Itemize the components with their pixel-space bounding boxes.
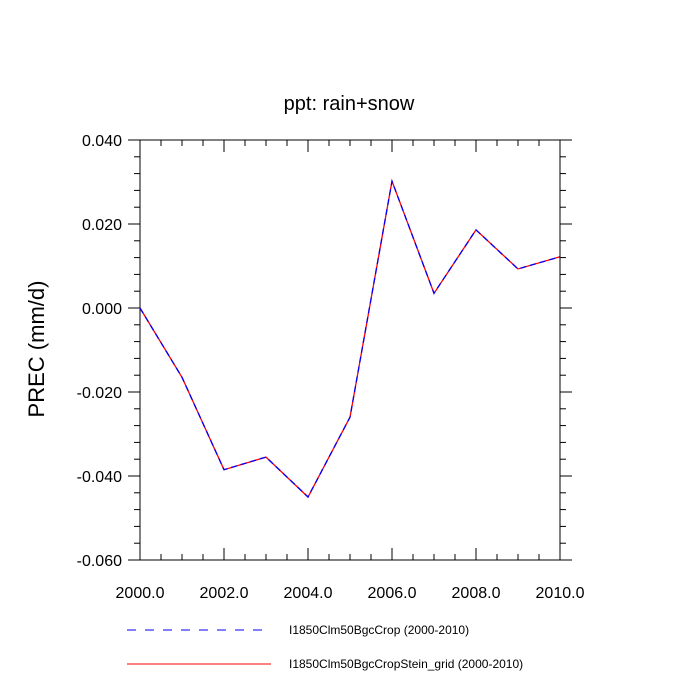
legend-label: I1850Clm50BgcCropStein_grid (2000-2010) [289,657,523,671]
y-tick-label: 0.000 [82,301,122,318]
axis-ticks: 2000.0 2002.0 2004.0 2006.0 2008.0 2010.0 0.04… [77,133,585,602]
y-tick-label: -0.040 [77,469,122,486]
x-tick-label: 2002.0 [200,585,249,602]
legend: I1850Clm50BgcCrop (2000-2010) I1850Clm50B… [127,623,523,671]
x-tick-label: 2010.0 [536,585,585,602]
plot-frame [139,139,561,561]
legend-label: I1850Clm50BgcCrop (2000-2010) [289,623,469,637]
chart-title: ppt: rain+snow [284,93,415,115]
series-lines [139,178,561,499]
x-tick-label: 2008.0 [452,585,501,602]
y-tick-label: -0.060 [77,553,122,570]
y-tick-label: 0.020 [82,217,122,234]
x-tick-label: 2004.0 [284,585,333,602]
series-line [139,178,561,499]
y-tick-label: -0.020 [77,385,122,402]
x-tick-label: 2000.0 [116,585,165,602]
y-tick-label: 0.040 [82,133,122,150]
y-axis-label: PREC (mm/d) [24,281,49,418]
x-tick-label: 2006.0 [368,585,417,602]
series-line [139,178,561,499]
